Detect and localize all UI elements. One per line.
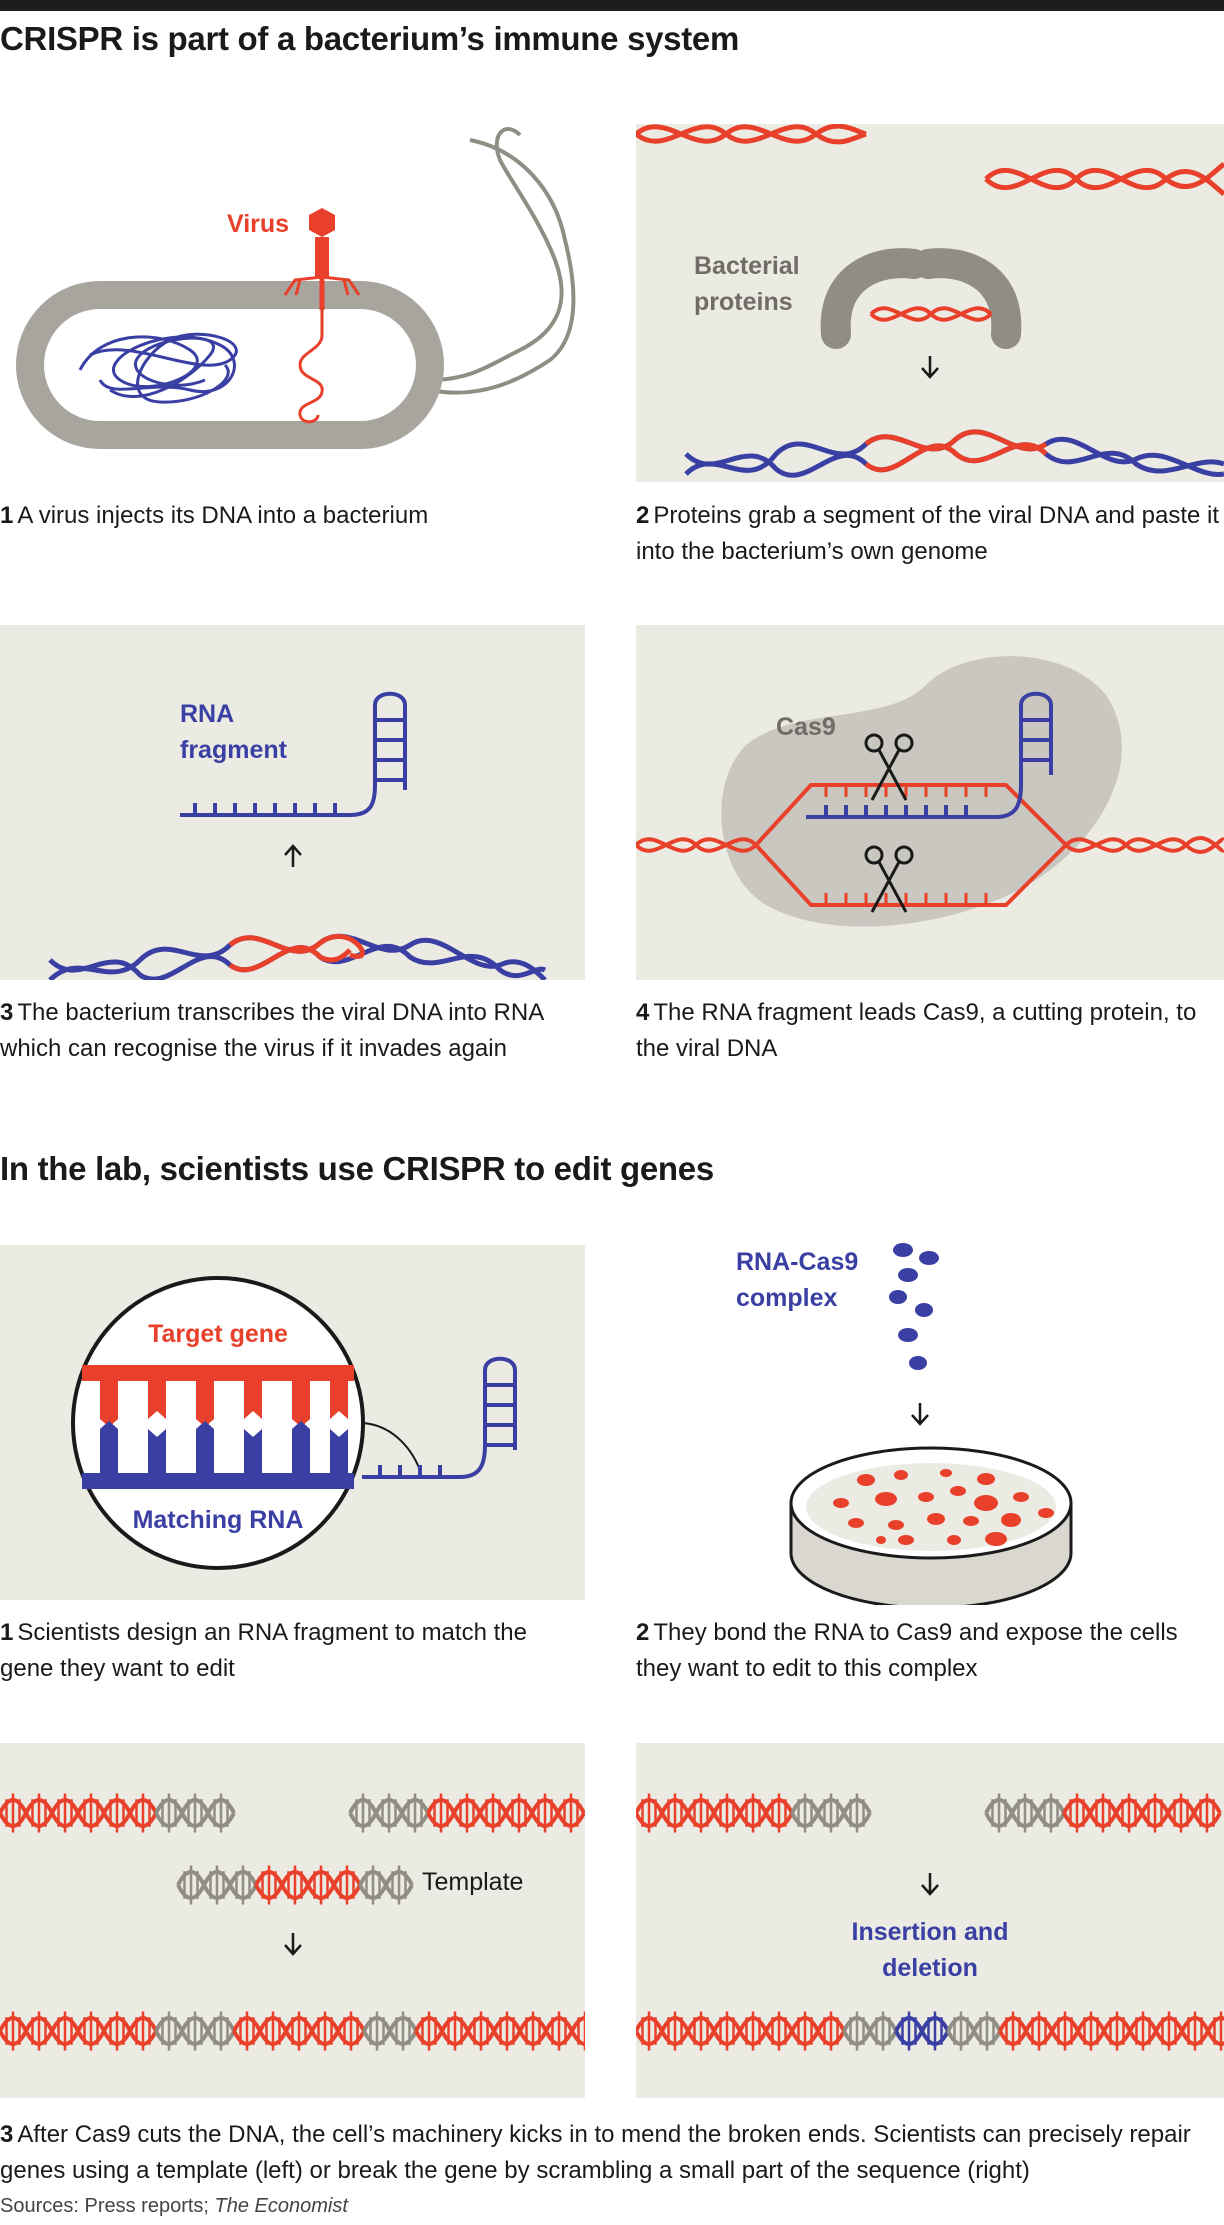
matching-rna-label: Matching RNA xyxy=(133,1506,304,1534)
cas9-protein-blob xyxy=(721,656,1122,927)
scrambled-dna xyxy=(636,2011,1224,2051)
virus-icon xyxy=(283,208,361,310)
grabbed-dna-segment xyxy=(869,306,993,322)
caption-2-3: 3 After Cas9 cuts the DNA, the cell’s mac… xyxy=(0,2117,1224,2189)
step-number: 2 xyxy=(636,1619,650,1646)
flagellum-strand xyxy=(429,138,576,395)
section1-title: CRISPR is part of a bacterium’s immune s… xyxy=(0,20,740,57)
repaired-dna xyxy=(0,2011,585,2051)
dna-broken-right xyxy=(348,1793,585,1833)
target-gene-label: Target gene xyxy=(148,1320,288,1348)
source-note: Sources: Press reports; The Economist xyxy=(0,2195,348,2218)
bacterium-wall xyxy=(16,281,444,449)
rna-label-line2: fragment xyxy=(180,736,288,764)
up-arrow xyxy=(284,844,302,867)
target-gene-bases xyxy=(100,1381,348,1427)
dna-bases xyxy=(824,785,988,905)
cas9-label: Cas9 xyxy=(776,713,836,741)
dna-broken-left xyxy=(0,1793,236,1833)
flagellum xyxy=(429,127,564,382)
scissors-icon xyxy=(864,845,914,913)
down-arrow xyxy=(284,1933,302,1956)
bacterial-dna-tangle xyxy=(78,332,238,404)
design-rna-illustration: Target gene Matching RNA xyxy=(71,1276,517,1570)
virus-injection-illustration: Virus xyxy=(16,127,576,449)
caption-text: The RNA fragment leads Cas9, a cutting p… xyxy=(636,999,1197,1062)
panel-proteins-grab: Bacterial proteins xyxy=(636,124,1224,482)
cas9-illustration: Cas9 xyxy=(636,656,1224,927)
matching-rna-strand xyxy=(82,1473,354,1489)
rna-cas9-particles xyxy=(889,1243,939,1370)
bacterial-genome-helix xyxy=(684,429,1224,478)
panel-transcription: RNA fragment xyxy=(0,625,585,980)
step-number: 4 xyxy=(636,999,650,1026)
panel-insertion-deletion: Insertion and deletion xyxy=(636,1743,1224,2098)
caption-1-4: 4 The RNA fragment leads Cas9, a cutting … xyxy=(636,995,1224,1067)
caption-text: The bacterium transcribes the viral DNA … xyxy=(0,999,543,1062)
step-number: 3 xyxy=(0,2121,14,2148)
unwound-dna xyxy=(753,783,1069,907)
caption-text: A virus injects its DNA into a bacterium xyxy=(17,502,429,529)
step-number: 1 xyxy=(0,1619,14,1646)
viral-dna-helix-right xyxy=(984,162,1224,196)
petri-dish-illustration: RNA-Cas9 complex xyxy=(736,1243,1073,1605)
target-gene-strand xyxy=(82,1365,354,1381)
rna-label-line1: RNA xyxy=(180,700,234,728)
step-number: 1 xyxy=(0,502,14,529)
down-arrow xyxy=(911,1403,929,1426)
insertion-label-line2: deletion xyxy=(882,1954,978,1982)
panel-template-repair: Template xyxy=(0,1743,585,2098)
down-arrow xyxy=(921,1873,939,1896)
dna-broken-left xyxy=(636,1793,872,1833)
panel-virus-injection: Virus xyxy=(0,80,585,485)
source-publication: The Economist xyxy=(214,2195,348,2217)
caption-1-3: 3 The bacterium transcribes the viral DNA… xyxy=(0,995,585,1067)
caption-text: They bond the RNA to Cas9 and expose the… xyxy=(636,1619,1178,1682)
viral-dna-strand xyxy=(298,305,324,424)
proteins-grab-illustration: Bacterial proteins xyxy=(636,124,1224,478)
caption-text: After Cas9 cuts the DNA, the cell’s mach… xyxy=(0,2121,1191,2184)
protein-right xyxy=(913,248,1022,349)
viral-dna-helix xyxy=(636,124,867,145)
section2-title: In the lab, scientists use CRISPR to edi… xyxy=(0,1150,714,1187)
dna-broken-right xyxy=(984,1793,1222,1833)
guide-rna xyxy=(806,691,1053,819)
caption-2-1: 1 Scientists design an RNA fragment to ma… xyxy=(0,1615,585,1687)
complex-label-line1: RNA-Cas9 xyxy=(736,1248,858,1276)
panel-petri-dish: RNA-Cas9 complex xyxy=(636,1235,1224,1605)
insertion-deletion-illustration: Insertion and deletion xyxy=(636,1793,1224,2051)
insertion-label-line1: Insertion and xyxy=(852,1918,1009,1946)
genome-helix xyxy=(48,933,547,980)
template-dna xyxy=(176,1865,414,1905)
template-repair-illustration: Template xyxy=(0,1793,585,2051)
viral-dna-right xyxy=(1064,836,1224,854)
cells xyxy=(833,1469,1054,1546)
rna-tail xyxy=(362,1356,517,1479)
matching-rna-bases xyxy=(100,1421,348,1477)
proteins-label-line2: proteins xyxy=(694,288,793,316)
protein-left xyxy=(820,248,929,349)
caption-2-2: 2 They bond the RNA to Cas9 and expose th… xyxy=(636,1615,1224,1687)
source-prefix: Sources: Press reports; xyxy=(0,2195,215,2217)
caption-text: Proteins grab a segment of the viral DNA… xyxy=(636,502,1219,565)
transcription-illustration: RNA fragment xyxy=(48,691,547,980)
caption-text: Scientists design an RNA fragment to mat… xyxy=(0,1619,527,1682)
scissors-icon xyxy=(864,733,914,801)
template-label: Template xyxy=(422,1868,523,1896)
top-rule xyxy=(0,0,1224,11)
complex-label-line2: complex xyxy=(736,1284,838,1312)
panel-design-rna: Target gene Matching RNA xyxy=(0,1245,585,1600)
down-arrow xyxy=(921,356,939,379)
virus-label: Virus xyxy=(227,210,289,238)
panel-cas9: Cas9 xyxy=(636,625,1224,980)
proteins-label-line1: Bacterial xyxy=(694,252,800,280)
step-number: 2 xyxy=(636,502,650,529)
caption-1-2: 2 Proteins grab a segment of the viral DN… xyxy=(636,498,1224,570)
step-number: 3 xyxy=(0,999,14,1026)
viral-dna-left xyxy=(636,837,758,853)
rna-fragment xyxy=(180,691,407,817)
magnifier-link xyxy=(362,1422,421,1471)
